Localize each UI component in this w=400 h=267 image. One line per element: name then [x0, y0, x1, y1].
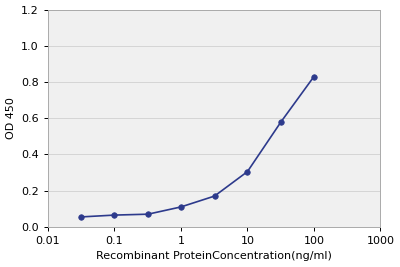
- X-axis label: Recombinant ProteinConcentration(ng/ml): Recombinant ProteinConcentration(ng/ml): [96, 252, 332, 261]
- Y-axis label: OD 450: OD 450: [6, 97, 16, 139]
